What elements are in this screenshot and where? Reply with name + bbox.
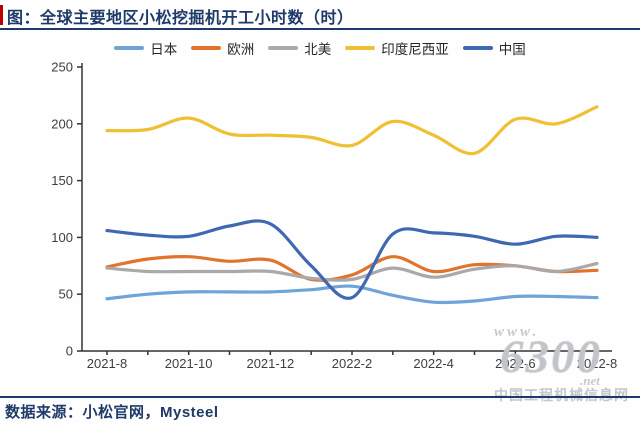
x-axis-tick-label: 2021-8 [87, 356, 127, 371]
legend-item: 日本 [114, 38, 177, 58]
title-accent-bar [0, 5, 3, 25]
series-line-欧洲 [105, 255, 599, 282]
chart-legend: 日本 欧洲 北美 印度尼西亚 中国 [0, 38, 640, 58]
legend-item: 北美 [268, 38, 331, 58]
y-axis-tick-label: 100 [51, 230, 73, 245]
legend-swatch-line [462, 46, 493, 50]
figure-title: 图：全球主要地区小松挖掘机开工小时数（时） [7, 10, 354, 27]
legend-swatch-line [345, 46, 376, 50]
y-axis-tick-label: 200 [51, 116, 73, 131]
x-axis-tick-label: 2022-2 [332, 356, 372, 371]
footer-divider [0, 396, 640, 398]
x-axis-tick-label: 2021-10 [165, 356, 213, 371]
legend-label: 印度尼西亚 [381, 42, 449, 57]
legend-item: 欧洲 [191, 38, 254, 58]
legend-item: 中国 [462, 38, 526, 58]
legend-swatch-line [114, 46, 145, 50]
y-axis-tick-label: 50 [59, 287, 73, 302]
legend-label: 北美 [304, 42, 332, 57]
series-line-中国 [105, 219, 599, 300]
legend-swatch-line [191, 46, 222, 50]
legend-label: 中国 [498, 42, 526, 57]
x-axis-tick-label: 2021-12 [246, 356, 294, 371]
y-axis-tick-label: 250 [51, 60, 73, 75]
legend-label: 日本 [150, 42, 178, 57]
figure-header: 图：全球主要地区小松挖掘机开工小时数（时） [0, 3, 640, 29]
series-line-北美 [105, 261, 599, 282]
series-line-印度尼西亚 [105, 105, 599, 156]
legend-label: 欧洲 [227, 42, 255, 57]
legend-swatch-line [268, 46, 299, 50]
title-divider [0, 28, 640, 30]
legend-item: 印度尼西亚 [345, 38, 449, 58]
series-line-日本 [105, 284, 599, 305]
data-source: 数据来源：小松官网，Mysteel [5, 404, 219, 421]
y-axis-tick-label: 150 [51, 173, 73, 188]
x-axis-tick-label: 2022-8 [577, 356, 617, 371]
x-axis-tick-label: 2022-4 [413, 356, 453, 371]
x-axis-tick-label: 2022-6 [495, 356, 535, 371]
y-axis-tick-label: 0 [66, 344, 73, 359]
